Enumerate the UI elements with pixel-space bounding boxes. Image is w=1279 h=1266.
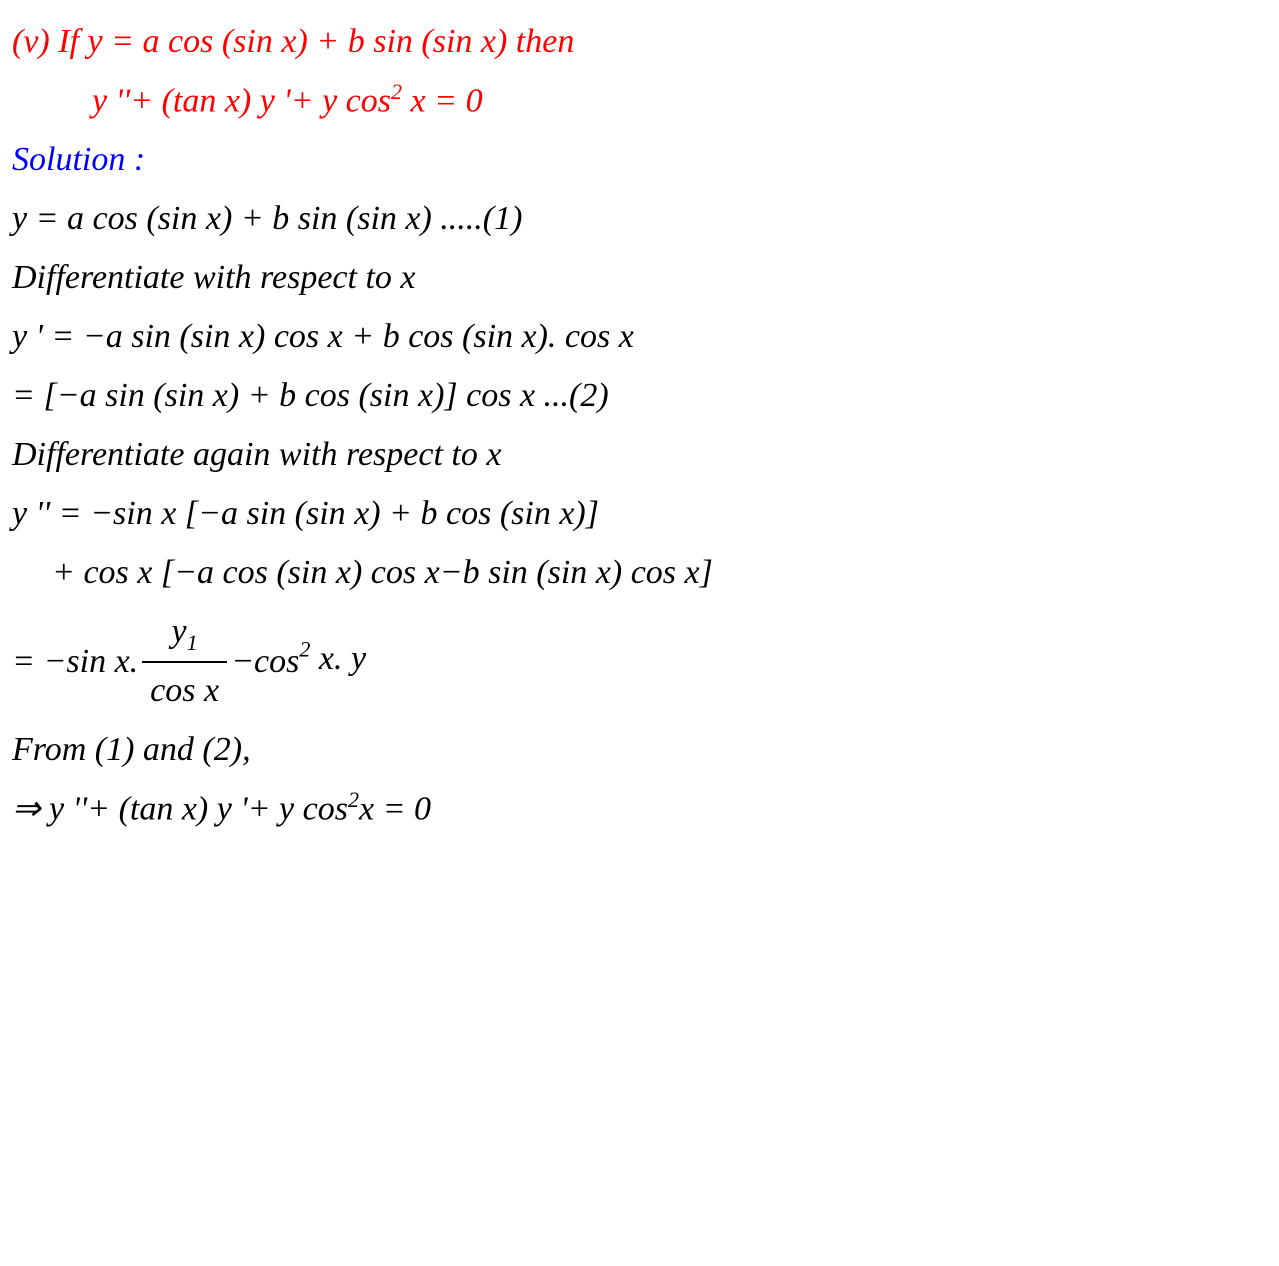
line-3: Solution : bbox=[12, 134, 1267, 185]
l11-num-sub: 1 bbox=[187, 630, 198, 655]
l2-post: x = 0 bbox=[402, 82, 483, 119]
line-11: = −sin x. y1cos x−cos2 x. y bbox=[12, 606, 1267, 716]
line-5: Differentiate with respect to x bbox=[12, 252, 1267, 303]
l11-den: cos x bbox=[142, 663, 227, 716]
l11-sup: 2 bbox=[299, 637, 310, 662]
l11-post: x. y bbox=[310, 640, 366, 677]
line-10: + cos x [−a cos (sin x) cos x−b sin (sin… bbox=[12, 547, 1267, 598]
l11-num: y1 bbox=[142, 606, 227, 663]
line-8: Differentiate again with respect to x bbox=[12, 429, 1267, 480]
line-2: y ''+ (tan x) y '+ y cos2 x = 0 bbox=[12, 75, 1267, 126]
l13-sup: 2 bbox=[348, 787, 359, 812]
l2-sup: 2 bbox=[391, 79, 402, 104]
line-1: (v) If y = a cos (sin x) + b sin (sin x)… bbox=[12, 16, 1267, 67]
line-4: y = a cos (sin x) + b sin (sin x) .....(… bbox=[12, 193, 1267, 244]
line-6: y ' = −a sin (sin x) cos x + b cos (sin … bbox=[12, 311, 1267, 362]
l2-pre: y ''+ (tan x) y '+ y cos bbox=[92, 82, 391, 119]
line-9: y '' = −sin x [−a sin (sin x) + b cos (s… bbox=[12, 488, 1267, 539]
l13-post: x = 0 bbox=[359, 791, 431, 828]
l11-mid: −cos bbox=[231, 636, 299, 687]
l13-pre: ⇒ y ''+ (tan x) y '+ y cos bbox=[12, 791, 348, 828]
line-7: = [−a sin (sin x) + b cos (sin x)] cos x… bbox=[12, 370, 1267, 421]
line-12: From (1) and (2), bbox=[12, 724, 1267, 775]
l11-num-y: y bbox=[172, 613, 187, 650]
l11-pre: = −sin x. bbox=[12, 636, 138, 687]
l11-fraction: y1cos x bbox=[142, 606, 227, 716]
line-13: ⇒ y ''+ (tan x) y '+ y cos2x = 0 bbox=[12, 783, 1267, 834]
